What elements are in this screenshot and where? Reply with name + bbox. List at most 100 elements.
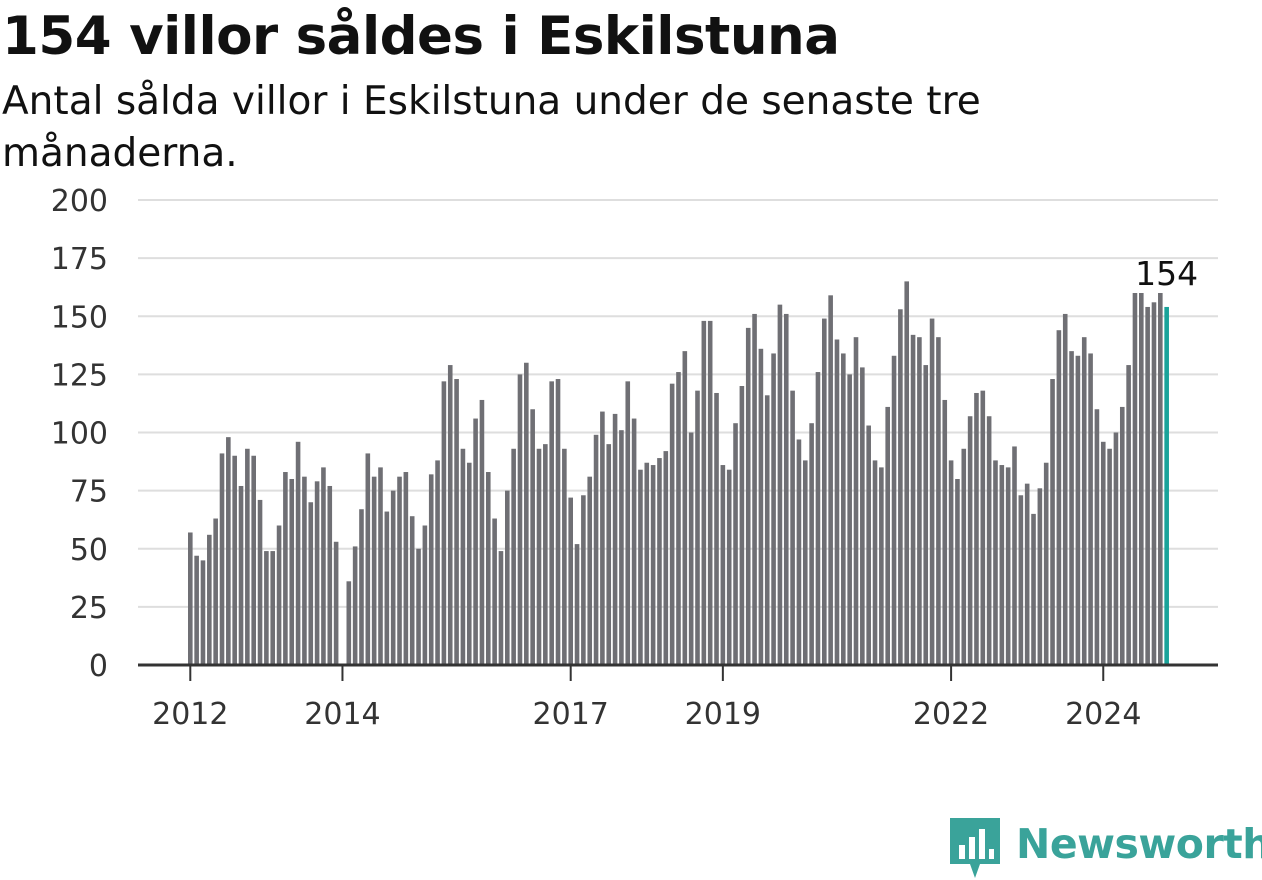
bar [555,379,561,665]
bar [384,511,390,665]
bar [308,502,314,665]
bar [764,395,770,665]
bar [1132,293,1138,665]
bar [758,348,764,665]
bar [447,365,453,665]
bar [562,448,567,665]
bar [809,423,814,665]
bar [314,481,320,665]
bar [435,460,440,665]
chart-title: 154 villor såldes i Eskilstuna [2,6,840,67]
bar [980,390,986,665]
bar [270,551,276,665]
bar [194,555,199,665]
bar-highlight [1164,306,1169,665]
bar [974,392,979,665]
y-tick-label: 175 [51,242,108,277]
bar [1113,432,1119,665]
brand-name: Newsworthy [1016,820,1262,868]
bar [707,320,713,665]
bar [967,416,973,665]
bar [783,313,789,665]
bar [917,337,922,665]
bar [378,467,383,666]
bar [644,462,650,665]
bar [574,544,580,665]
bar [517,374,523,666]
bar [276,525,282,665]
bar [834,339,840,665]
bar [796,439,802,665]
bar [264,551,269,665]
bar [498,551,504,665]
bar [251,455,256,665]
bar [1081,337,1087,665]
bar [669,383,675,665]
bar [752,313,757,665]
bar [200,560,206,666]
newsworthy-logo: Newsworthy [950,818,1262,880]
bar [409,516,415,665]
bar [289,479,295,665]
bar [1037,488,1043,665]
bar [879,467,884,666]
bar [993,460,998,665]
bar [815,372,821,665]
bar [612,413,618,665]
x-axis-ticks: 2012 2014 2017 2019 2022 2024 [152,665,1141,732]
x-tick-label: 2014 [304,697,380,732]
bar [942,399,948,665]
bar [948,460,954,665]
bar [511,448,516,665]
bar [929,318,935,665]
bar [549,381,554,665]
bar [986,416,992,665]
bar [733,423,738,665]
bar [777,304,783,666]
bar [1100,441,1106,665]
bar [1139,293,1144,665]
bar [454,379,459,665]
bar [790,390,795,665]
x-tick-label: 2022 [913,697,989,732]
bar [720,465,726,665]
bar [625,381,631,665]
bar [232,455,237,665]
bar [1126,365,1131,665]
bar [390,490,396,666]
bar [1062,313,1068,665]
y-tick-label: 25 [70,591,108,626]
bar [802,460,808,665]
bar [505,490,510,666]
bar [866,425,871,665]
bar [1088,353,1093,665]
bar [207,534,212,665]
y-tick-label: 150 [51,300,108,335]
bar [955,479,960,665]
bar [847,374,852,666]
bar [600,411,605,665]
bar [593,434,599,665]
bar [1043,462,1049,665]
bar [1094,409,1100,665]
bar [853,337,859,665]
bar [1005,467,1011,666]
bar [346,581,352,665]
bar [1024,483,1030,665]
bar [638,469,643,665]
bar [333,541,339,665]
bar [371,476,377,665]
bar [891,355,897,665]
bar [1107,448,1112,665]
bar [1075,355,1081,665]
y-axis-ticks: 0 25 50 75 100 125 150 175 200 [51,184,108,684]
bar [898,309,903,665]
bar [619,430,624,665]
bar [726,469,732,665]
bar [188,532,193,665]
bar [543,444,548,666]
bar [492,518,497,665]
bar [536,448,542,665]
bar [923,365,929,665]
bar [631,418,637,665]
